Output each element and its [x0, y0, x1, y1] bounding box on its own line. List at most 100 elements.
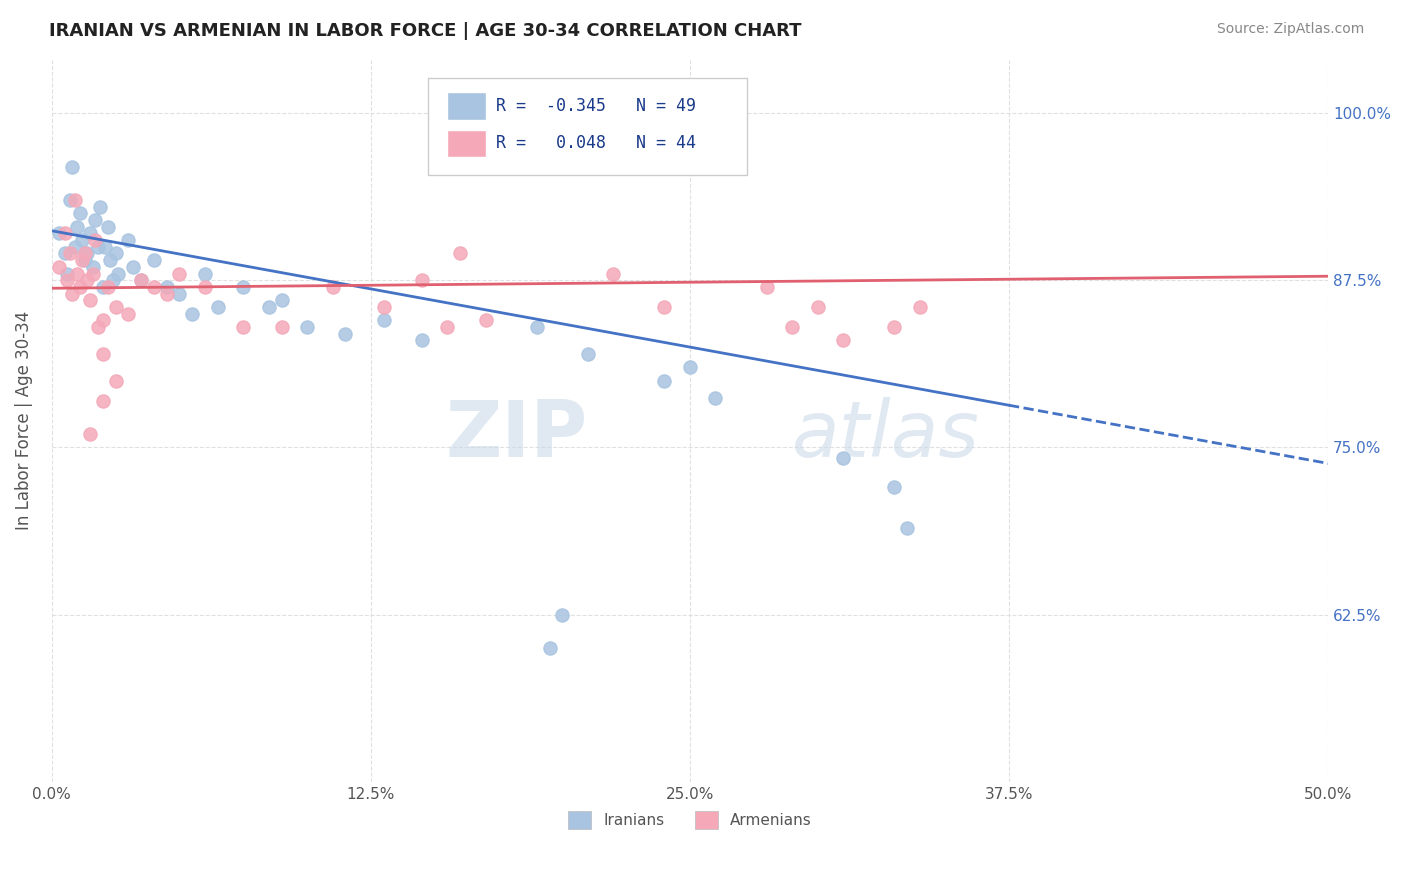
- Point: [411, 273, 433, 287]
- Point: [97, 280, 120, 294]
- Point: [270, 293, 292, 308]
- Point: [48, 260, 70, 274]
- Point: [755, 280, 778, 294]
- Point: [436, 320, 458, 334]
- Point: [56, 267, 79, 281]
- Point: [107, 267, 129, 281]
- Text: atlas: atlas: [792, 397, 980, 473]
- Point: [335, 326, 357, 341]
- Point: [156, 280, 179, 294]
- Point: [295, 320, 318, 334]
- Point: [76, 273, 98, 287]
- Point: [117, 233, 139, 247]
- Point: [551, 607, 574, 622]
- Point: [84, 233, 107, 247]
- Point: [129, 273, 152, 287]
- Point: [56, 273, 79, 287]
- Point: [53, 227, 76, 241]
- Point: [194, 267, 217, 281]
- Point: [86, 320, 108, 334]
- Point: [63, 240, 86, 254]
- Point: [91, 393, 114, 408]
- Point: [72, 253, 94, 268]
- Point: [69, 280, 91, 294]
- Point: [79, 427, 101, 442]
- Bar: [447, 92, 485, 120]
- Legend: Iranians, Armenians: Iranians, Armenians: [562, 805, 818, 836]
- Bar: [447, 129, 485, 157]
- Point: [142, 253, 165, 268]
- Text: R =   0.048   N = 44: R = 0.048 N = 44: [496, 135, 696, 153]
- Point: [79, 227, 101, 241]
- Point: [122, 260, 145, 274]
- Point: [91, 313, 114, 327]
- Point: [654, 374, 676, 388]
- Point: [780, 320, 803, 334]
- Point: [97, 219, 120, 234]
- Point: [832, 334, 855, 348]
- Point: [59, 246, 82, 260]
- Point: [72, 233, 94, 247]
- Point: [704, 391, 727, 405]
- Point: [104, 246, 127, 260]
- Y-axis label: In Labor Force | Age 30-34: In Labor Force | Age 30-34: [15, 311, 32, 530]
- Point: [53, 246, 76, 260]
- Point: [373, 313, 395, 327]
- Point: [207, 300, 229, 314]
- Point: [908, 300, 931, 314]
- Point: [79, 293, 101, 308]
- Point: [679, 360, 702, 375]
- Point: [142, 280, 165, 294]
- Point: [117, 307, 139, 321]
- Point: [73, 253, 96, 268]
- Point: [91, 347, 114, 361]
- Point: [60, 160, 83, 174]
- Point: [82, 260, 104, 274]
- Point: [104, 374, 127, 388]
- Point: [91, 280, 114, 294]
- Point: [602, 267, 624, 281]
- Point: [474, 313, 496, 327]
- Point: [169, 267, 191, 281]
- Point: [169, 286, 191, 301]
- Point: [411, 334, 433, 348]
- Point: [59, 193, 82, 207]
- Point: [322, 280, 344, 294]
- Point: [896, 520, 918, 534]
- Text: ZIP: ZIP: [446, 397, 588, 473]
- Point: [373, 300, 395, 314]
- Point: [100, 253, 122, 268]
- Point: [60, 286, 83, 301]
- Point: [181, 307, 204, 321]
- Point: [94, 240, 117, 254]
- Text: Source: ZipAtlas.com: Source: ZipAtlas.com: [1216, 22, 1364, 37]
- Point: [86, 240, 108, 254]
- Point: [48, 227, 70, 241]
- Point: [84, 213, 107, 227]
- Text: IRANIAN VS ARMENIAN IN LABOR FORCE | AGE 30-34 CORRELATION CHART: IRANIAN VS ARMENIAN IN LABOR FORCE | AGE…: [49, 22, 801, 40]
- Point: [257, 300, 280, 314]
- Point: [883, 481, 905, 495]
- Point: [89, 200, 111, 214]
- Point: [883, 320, 905, 334]
- Point: [270, 320, 292, 334]
- Point: [82, 267, 104, 281]
- Point: [526, 320, 548, 334]
- FancyBboxPatch shape: [429, 78, 748, 175]
- Point: [69, 206, 91, 220]
- Text: R =  -0.345   N = 49: R = -0.345 N = 49: [496, 97, 696, 115]
- Point: [654, 300, 676, 314]
- Point: [63, 193, 86, 207]
- Point: [101, 273, 124, 287]
- Point: [194, 280, 217, 294]
- Point: [73, 246, 96, 260]
- Point: [576, 347, 599, 361]
- Point: [76, 246, 98, 260]
- Point: [538, 640, 561, 655]
- Point: [104, 300, 127, 314]
- Point: [66, 267, 89, 281]
- Point: [232, 320, 254, 334]
- Point: [449, 246, 471, 260]
- Point: [66, 219, 89, 234]
- Point: [129, 273, 152, 287]
